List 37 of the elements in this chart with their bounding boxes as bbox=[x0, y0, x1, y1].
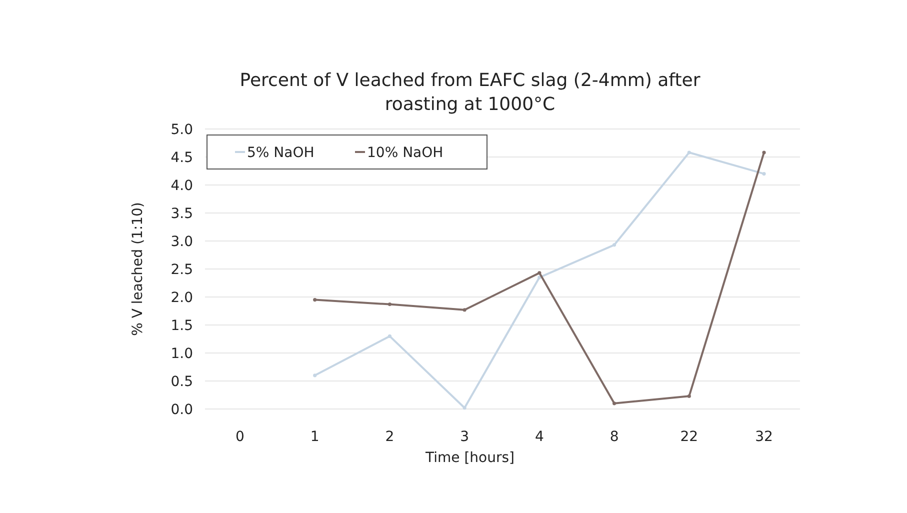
point bbox=[762, 172, 766, 176]
point bbox=[687, 150, 691, 154]
y-tick-label: 3.5 bbox=[170, 206, 193, 222]
x-axis-title: Time [hours] bbox=[424, 450, 514, 466]
y-tick-label: 0.5 bbox=[170, 374, 193, 390]
x-tick-label: 4 bbox=[534, 429, 544, 445]
x-tick-label: 3 bbox=[460, 429, 470, 445]
point bbox=[612, 402, 616, 406]
y-tick-label: 3.0 bbox=[170, 234, 193, 250]
point bbox=[388, 334, 392, 338]
point bbox=[762, 150, 766, 154]
y-tick-label: 4.5 bbox=[170, 150, 193, 166]
point bbox=[313, 298, 317, 302]
chart-title: Percent of V leached from EAFC slag (2-4mm) after roasting at 1000°C bbox=[240, 70, 701, 115]
x-tick-label: 22 bbox=[680, 429, 698, 445]
x-tick-label: 1 bbox=[310, 429, 320, 445]
y-tick-label: 1.5 bbox=[170, 318, 193, 334]
y-tick-label: 2.0 bbox=[170, 290, 193, 306]
point bbox=[388, 302, 392, 306]
y-axis-title: % V leached (1:10) bbox=[130, 202, 146, 336]
y-tick-label: 5.0 bbox=[170, 122, 193, 138]
x-tick-label: 32 bbox=[755, 429, 773, 445]
y-tick-label: 4.0 bbox=[170, 178, 193, 194]
x-tick-label: 0 bbox=[236, 429, 244, 445]
y-tick-label: 2.5 bbox=[170, 262, 193, 278]
x-tick-label: 2 bbox=[385, 429, 394, 445]
point bbox=[538, 271, 542, 275]
y-tick-label: 0.0 bbox=[170, 402, 193, 418]
legend-label: 10% NaOH bbox=[367, 145, 444, 161]
y-tick-label: 1.0 bbox=[170, 346, 193, 362]
legend-label: 5% NaOH bbox=[247, 145, 314, 161]
point bbox=[462, 406, 466, 410]
point bbox=[612, 243, 616, 247]
point bbox=[462, 308, 466, 312]
point bbox=[687, 394, 691, 398]
x-tick-label: 8 bbox=[610, 429, 619, 445]
point bbox=[313, 374, 317, 378]
